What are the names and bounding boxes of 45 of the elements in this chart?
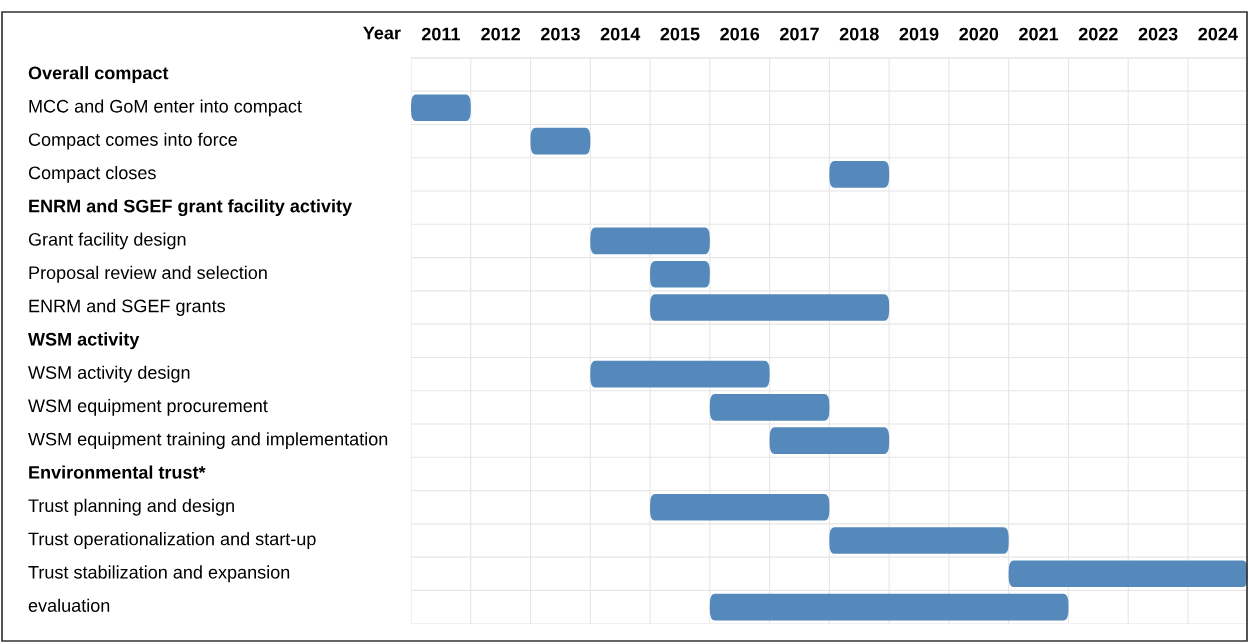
- bar: [650, 493, 830, 521]
- x-tick-label: 2023: [1138, 27, 1178, 41]
- x-tick-label: 2015: [660, 27, 700, 41]
- x-tick-label: 2017: [780, 27, 819, 41]
- bar: [590, 360, 770, 388]
- y-tick-label: Compact comes into force: [28, 132, 237, 150]
- bar: [709, 394, 830, 421]
- x-tick-label: 2018: [839, 27, 879, 41]
- bar: [590, 227, 710, 255]
- bar: [709, 593, 1069, 621]
- y-tick-label: evaluation: [28, 598, 110, 612]
- y-tick-label: Trust planning and design: [28, 498, 234, 516]
- x-tick-label: 2012: [481, 27, 521, 41]
- x-tick-label: 2011: [421, 27, 460, 41]
- y-tick-label: Compact closes: [28, 165, 156, 183]
- bar: [769, 427, 890, 454]
- x-tick-label: 2020: [959, 27, 999, 41]
- bar: [650, 260, 710, 288]
- y-tick-label: Trust stabilization and expansion: [28, 565, 290, 583]
- y-tick-label: Grant facility design: [28, 232, 186, 250]
- x-tick-label: 2013: [540, 27, 580, 41]
- bar: [829, 527, 1009, 554]
- y-tick-label: ENRM and SGEF grants: [29, 299, 226, 316]
- y-tick-label: MCC and GoM enter into compact: [29, 99, 302, 117]
- bar: [1008, 560, 1248, 588]
- bar: [829, 161, 890, 188]
- x-axis-title: Year: [363, 26, 401, 40]
- x-tick-label: 2019: [899, 27, 939, 41]
- y-tick-label: WSM equipment training and implementation: [28, 432, 388, 450]
- y-tick-label: Overall compact: [28, 66, 169, 83]
- y-tick-label: Trust operationalization and start-up: [28, 532, 316, 549]
- y-tick-label: Environmental trust*: [29, 465, 206, 479]
- y-tick-label: Proposal review and selection: [29, 265, 267, 283]
- x-tick-label: 2022: [1078, 27, 1118, 41]
- bar: [530, 127, 591, 155]
- x-tick-label: 2014: [600, 27, 641, 41]
- y-tick-label: WSM equipment procurement: [28, 398, 268, 416]
- y-tick-label: WSM activity design: [28, 365, 190, 383]
- x-tick-label: 2024: [1198, 27, 1238, 41]
- x-tick-label: 2021: [1019, 27, 1059, 41]
- y-tick-label: ENRM and SGEF grant facility activity: [29, 199, 352, 217]
- bar: [411, 94, 471, 122]
- bar: [650, 294, 890, 321]
- y-tick-label: WSM activity: [28, 332, 140, 350]
- x-tick-label: 2016: [720, 27, 760, 41]
